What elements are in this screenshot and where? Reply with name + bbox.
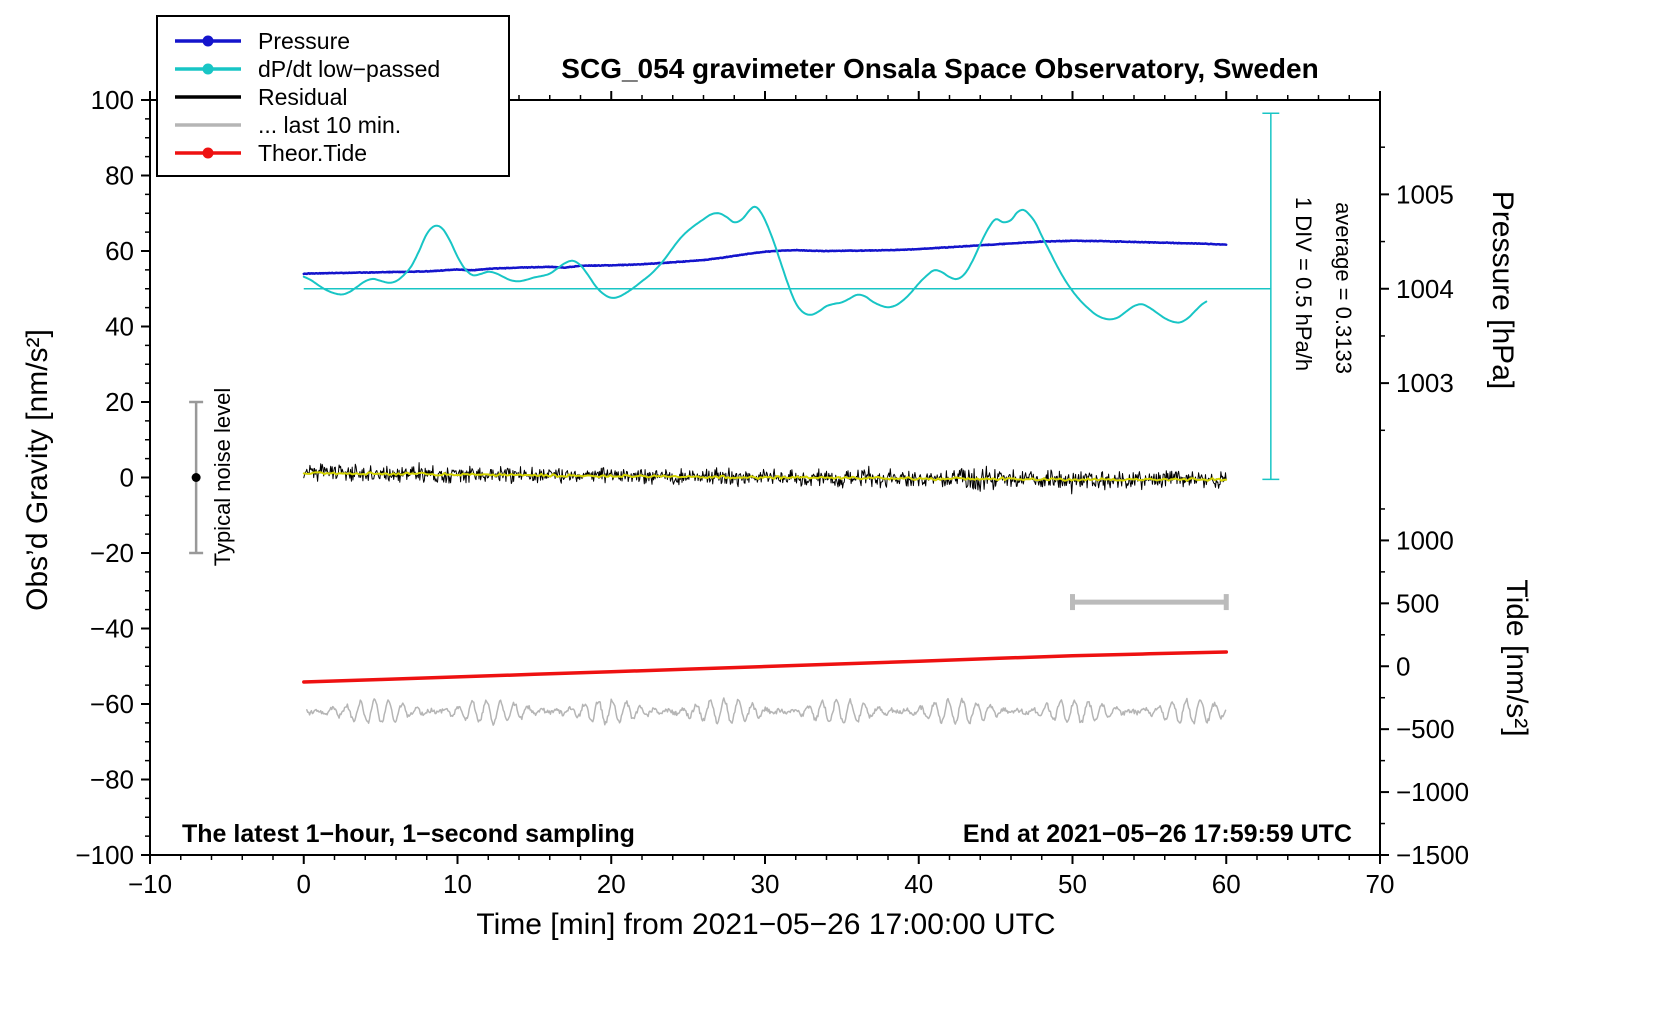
x-tick-label: 60 bbox=[1212, 869, 1241, 899]
series-residual-smoothed bbox=[302, 471, 1228, 482]
series-residual-last-10-min bbox=[306, 697, 1227, 726]
minor-ticks bbox=[145, 95, 1385, 860]
legend-item-theor-tide: Theor.Tide bbox=[172, 139, 508, 167]
noise-errorbar-dot bbox=[191, 473, 201, 482]
pressure-tick-label: 1003 bbox=[1396, 368, 1454, 398]
legend-label: dP/dt low−passed bbox=[258, 55, 441, 82]
gravity-tick-label: 20 bbox=[105, 387, 134, 417]
legend-marker-residual bbox=[175, 95, 241, 99]
gravity-tick-label: 60 bbox=[105, 236, 134, 266]
x-tick-label: −10 bbox=[128, 869, 172, 899]
legend-label: Theor.Tide bbox=[258, 139, 368, 166]
gravity-axis-label: Obs’d Gravity [nm/s²] bbox=[21, 329, 54, 611]
tide-tick-label: −1000 bbox=[1396, 777, 1469, 807]
ten-minute-scale-bar bbox=[1070, 594, 1229, 611]
series-pressure bbox=[302, 239, 1228, 276]
pressure-tick-label: 1005 bbox=[1396, 179, 1454, 209]
sampling-note: The latest 1−hour, 1−second sampling bbox=[182, 820, 635, 848]
x-tick-label: 50 bbox=[1058, 869, 1087, 899]
gravity-tick-label: 40 bbox=[105, 312, 134, 342]
gravity-tick-label: −60 bbox=[90, 689, 134, 719]
div-scale-label: 1 DIV = 0.5 hPa/h bbox=[1291, 196, 1316, 372]
tide-tick-label: 1000 bbox=[1396, 525, 1454, 555]
tick-labels: −10 0 10 20 30 40 50 60 70100806040200−20−40−60−… bbox=[75, 85, 1469, 899]
end-time-note: End at 2021−05−26 17:59:59 UTC bbox=[962, 820, 1352, 848]
x-tick-label: 30 bbox=[751, 869, 780, 899]
legend-marker-dp-dt-low-passed bbox=[175, 63, 241, 75]
x-tick-label: 0 bbox=[297, 869, 311, 899]
gravity-tick-label: −80 bbox=[90, 765, 134, 795]
average-value-label: average = 0.3133 bbox=[1331, 202, 1356, 374]
tide-axis-label: Tide [nm/s²] bbox=[1500, 579, 1533, 737]
legend-marker-theor-tide bbox=[175, 147, 241, 159]
gravity-tick-label: −100 bbox=[75, 840, 134, 870]
legend-marker-pressure bbox=[175, 35, 241, 47]
x-tick-label: 40 bbox=[904, 869, 933, 899]
pressure-tick-label: 1004 bbox=[1396, 274, 1454, 304]
pressure-axis-label: Pressure [hPa] bbox=[1486, 190, 1519, 390]
series-theor-tide bbox=[302, 650, 1229, 684]
legend-item-residual: Residual bbox=[172, 83, 508, 111]
tide-tick-label: −500 bbox=[1396, 714, 1455, 744]
legend-item-pressure: Pressure bbox=[172, 27, 508, 55]
gravity-tick-label: −20 bbox=[90, 538, 134, 568]
legend-item-dp-dt-low-passed: dP/dt low−passed bbox=[172, 55, 508, 83]
legend: Pressure dP/dt low−passed Residual... last… bbox=[156, 15, 510, 177]
x-tick-label: 10 bbox=[443, 869, 472, 899]
legend-label: Residual bbox=[258, 83, 348, 110]
legend-marker-last-10-min bbox=[175, 123, 241, 127]
gravity-tick-label: −40 bbox=[90, 614, 134, 644]
gravity-tick-label: 0 bbox=[120, 463, 134, 493]
noise-level-label: Typical noise level bbox=[210, 387, 235, 567]
gravity-tick-label: 100 bbox=[91, 85, 134, 115]
chart-title: SCG_054 gravimeter Onsala Space Observat… bbox=[561, 53, 1319, 84]
tide-tick-label: 0 bbox=[1396, 651, 1410, 681]
gravity-tick-label: 80 bbox=[105, 161, 134, 191]
legend-label: ... last 10 min. bbox=[258, 111, 402, 138]
tide-tick-label: −1500 bbox=[1396, 840, 1469, 870]
div-scale-axis bbox=[1262, 112, 1280, 481]
x-tick-label: 20 bbox=[597, 869, 626, 899]
series-dpdt-low-passed bbox=[302, 205, 1208, 324]
x-axis-label: Time [min] from 2021−05−26 17:00:00 UTC bbox=[476, 908, 1056, 941]
tide-tick-label: 500 bbox=[1396, 588, 1439, 618]
legend-item-last-10-min: ... last 10 min. bbox=[172, 111, 508, 139]
legend-label: Pressure bbox=[258, 27, 351, 54]
x-tick-label: 70 bbox=[1366, 869, 1395, 899]
